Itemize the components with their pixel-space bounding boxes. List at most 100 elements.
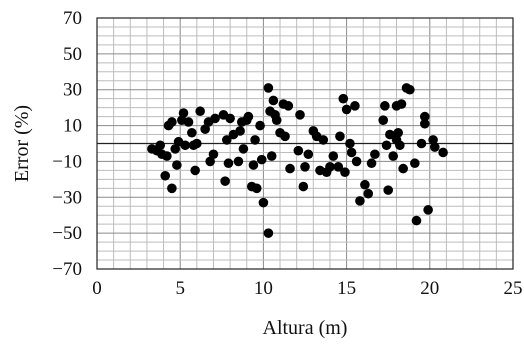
data-point xyxy=(208,149,219,160)
data-point xyxy=(280,131,290,142)
y-tick-label: −30 xyxy=(52,187,82,208)
data-point xyxy=(235,126,245,136)
data-point xyxy=(345,138,355,149)
data-point xyxy=(303,149,314,160)
data-point xyxy=(283,101,294,111)
data-point xyxy=(195,106,205,117)
data-point xyxy=(192,138,202,149)
data-point xyxy=(220,176,230,186)
data-point xyxy=(238,144,249,154)
data-point xyxy=(416,138,427,149)
data-point xyxy=(398,163,408,174)
data-point xyxy=(233,156,244,167)
y-tick-labels: −70 −50 −30 −10 10 30 50 70 xyxy=(52,8,82,280)
data-point xyxy=(351,156,362,167)
data-point xyxy=(300,162,310,172)
data-point xyxy=(393,127,403,138)
data-point xyxy=(341,104,352,115)
data-point xyxy=(205,156,215,167)
data-point xyxy=(167,183,177,194)
y-axis-title: Error (%) xyxy=(11,105,33,182)
data-point xyxy=(167,117,177,127)
data-point xyxy=(178,108,189,118)
data-point xyxy=(285,163,295,174)
data-point xyxy=(346,147,357,158)
data-point xyxy=(170,144,181,154)
data-point xyxy=(411,215,422,226)
data-point xyxy=(438,147,448,158)
data-point xyxy=(318,135,329,145)
data-point xyxy=(200,124,210,134)
plot-frame xyxy=(96,17,514,270)
data-point xyxy=(298,181,309,192)
x-tick-label: 0 xyxy=(92,278,102,299)
data-point xyxy=(190,165,200,176)
data-point xyxy=(429,142,440,152)
data-point xyxy=(380,101,390,111)
data-point xyxy=(160,170,171,181)
data-point xyxy=(378,115,389,125)
x-tick-label: 10 xyxy=(254,278,273,299)
x-tick-label: 5 xyxy=(175,278,185,299)
data-point xyxy=(162,151,172,161)
y-tick-label: −70 xyxy=(52,259,82,280)
data-point xyxy=(360,179,370,190)
data-point xyxy=(266,151,277,161)
x-axis-title: Altura (m) xyxy=(263,317,348,339)
y-tick-label: −10 xyxy=(52,151,82,172)
data-point xyxy=(155,140,166,151)
data-point xyxy=(355,196,365,206)
y-tick-label: 70 xyxy=(63,8,82,29)
data-point xyxy=(420,111,430,122)
data-point xyxy=(383,185,394,195)
data-point xyxy=(258,197,269,208)
data-point xyxy=(420,118,430,129)
y-tick-label: 30 xyxy=(63,80,82,101)
x-tick-label: 15 xyxy=(337,278,356,299)
data-point xyxy=(263,228,274,238)
data-point xyxy=(250,135,260,145)
data-point xyxy=(268,95,279,106)
data-point xyxy=(325,162,335,172)
data-point xyxy=(333,162,344,172)
y-tick-label: −50 xyxy=(52,223,82,244)
data-point xyxy=(225,113,235,124)
y-tick-label: 10 xyxy=(63,116,82,137)
data-point xyxy=(248,160,259,170)
data-point xyxy=(370,149,380,160)
data-point xyxy=(210,113,220,124)
data-point xyxy=(335,131,345,142)
x-tick-label: 25 xyxy=(504,278,523,299)
x-tick-labels: 0 5 10 15 20 25 xyxy=(92,278,522,299)
data-point xyxy=(363,188,374,199)
data-point xyxy=(350,101,360,111)
data-point xyxy=(180,140,190,151)
data-point xyxy=(328,151,339,161)
data-point xyxy=(428,135,438,145)
data-point xyxy=(255,120,265,131)
data-point xyxy=(385,129,395,140)
data-point xyxy=(395,140,405,151)
data-point xyxy=(187,127,197,138)
data-point xyxy=(256,154,267,165)
data-point xyxy=(293,145,304,156)
data-point xyxy=(410,158,420,169)
data-point xyxy=(271,115,282,125)
data-point xyxy=(172,160,182,170)
data-point xyxy=(263,83,274,93)
data-point xyxy=(223,158,234,169)
data-point xyxy=(396,99,407,109)
data-point xyxy=(388,151,398,161)
data-point xyxy=(381,140,392,151)
data-point xyxy=(423,205,433,215)
data-point xyxy=(338,93,349,104)
data-point xyxy=(221,135,232,145)
data-point xyxy=(243,111,254,122)
data-point xyxy=(183,117,194,127)
data-point xyxy=(295,110,305,120)
data-point xyxy=(251,183,262,194)
data-point xyxy=(340,167,350,177)
y-tick-label: 50 xyxy=(63,44,82,65)
data-point xyxy=(366,158,377,169)
